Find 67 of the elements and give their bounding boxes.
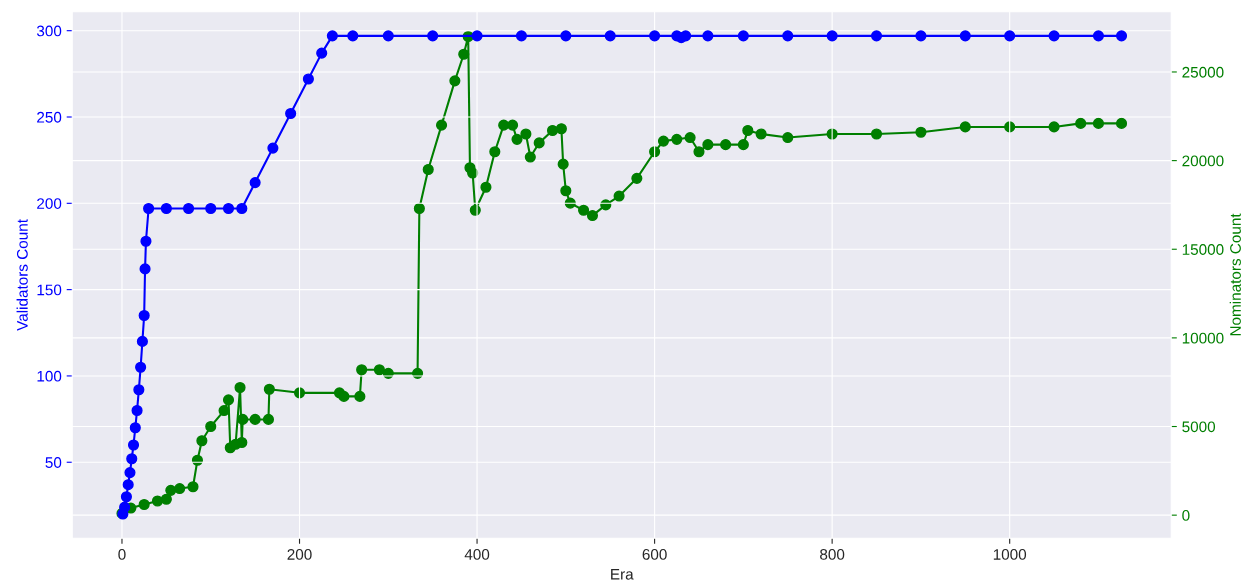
y-tick-label: 100 — [37, 370, 62, 382]
point — [249, 177, 261, 189]
point — [160, 202, 172, 215]
point — [285, 107, 297, 120]
y2-tick-label: 0 — [1182, 510, 1190, 521]
point — [302, 73, 314, 85]
y2-tick-label: 10000 — [1182, 332, 1224, 344]
point — [120, 491, 132, 503]
point — [326, 30, 338, 42]
point — [140, 235, 152, 247]
point — [183, 202, 195, 215]
point — [122, 479, 134, 491]
y-tick-label: 200 — [37, 198, 62, 209]
point — [826, 30, 838, 42]
point — [136, 335, 148, 347]
point — [515, 30, 528, 42]
point — [604, 30, 616, 42]
x-tick-label: 600 — [642, 549, 667, 560]
point — [782, 30, 794, 42]
point — [138, 309, 150, 322]
point — [471, 30, 483, 42]
point — [680, 30, 692, 42]
point — [267, 142, 279, 154]
x-axis-title: Era — [611, 568, 634, 580]
point — [560, 30, 572, 42]
point — [143, 202, 155, 215]
y2-tick-label: 20000 — [1182, 155, 1224, 167]
point — [126, 453, 138, 465]
point — [649, 30, 661, 42]
y-tick-label: 150 — [37, 284, 62, 296]
point — [959, 30, 971, 42]
y-tick-label: 250 — [37, 111, 62, 123]
x-tick-label: 200 — [287, 549, 312, 560]
point — [131, 404, 143, 417]
point — [222, 202, 235, 215]
x-tick-label: 1000 — [993, 549, 1027, 560]
point — [316, 47, 328, 59]
point — [236, 202, 248, 215]
point — [139, 263, 151, 275]
point — [870, 30, 883, 42]
point — [1048, 30, 1060, 42]
point — [737, 30, 749, 42]
point — [702, 30, 714, 42]
y-axis-title: Validators Count — [16, 219, 28, 331]
point — [205, 202, 217, 215]
point — [127, 439, 140, 451]
y-tick-label: 50 — [45, 457, 62, 468]
point — [1004, 30, 1016, 42]
point — [129, 422, 141, 434]
y2-tick-label: 15000 — [1182, 244, 1224, 255]
point — [1092, 30, 1105, 42]
y-tick-label: 300 — [36, 25, 62, 37]
point — [124, 467, 136, 479]
point — [1115, 30, 1128, 42]
x-tick-label: 0 — [118, 549, 126, 560]
y2-axis-title: Nominators Count — [1229, 213, 1241, 336]
x-tick-label: 800 — [820, 549, 845, 560]
x-tick-label: 400 — [464, 549, 490, 560]
point — [135, 361, 147, 373]
point — [347, 30, 359, 42]
y2-tick-label: 25000 — [1182, 66, 1224, 78]
point — [133, 384, 145, 396]
y2-tick-label: 5000 — [1182, 421, 1216, 433]
point — [915, 30, 927, 42]
point — [119, 501, 131, 513]
point — [382, 30, 394, 42]
point — [427, 30, 439, 42]
